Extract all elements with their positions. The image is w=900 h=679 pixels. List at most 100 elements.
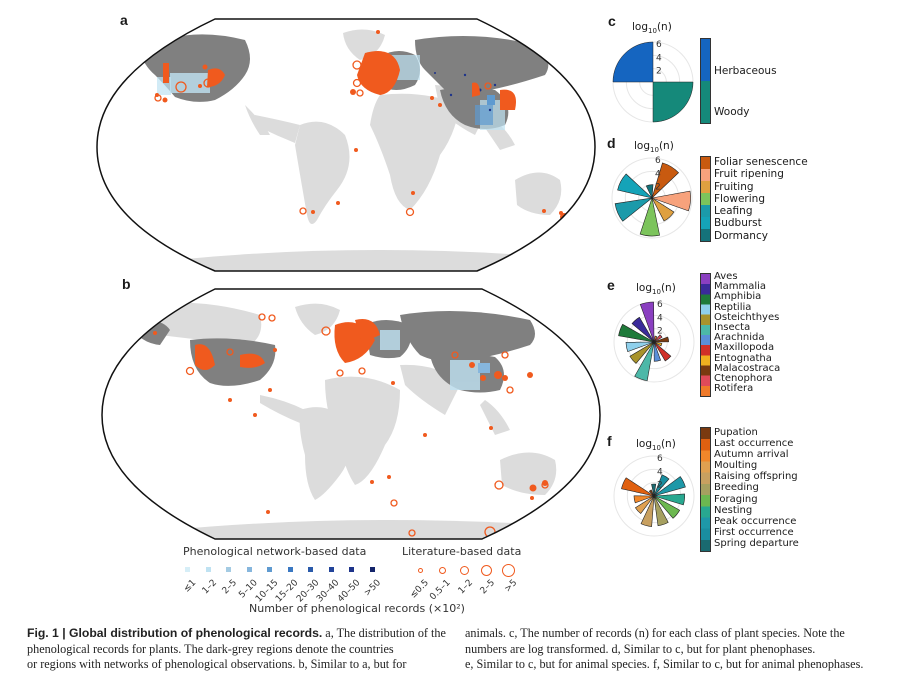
legend-item: Arachnida (714, 332, 765, 344)
caption-column-1: Fig. 1 | Global distribution of phenolog… (27, 626, 446, 671)
network-legend-swatch (369, 567, 375, 572)
legend-item: Foraging (714, 493, 758, 505)
svg-text:4: 4 (655, 169, 661, 179)
literature-legend-circle (480, 564, 492, 576)
network-legend-label: 40–50 (335, 578, 363, 605)
panel-d-axis-label: log10(n) (634, 140, 674, 155)
legend-item: Insecta (714, 322, 751, 334)
network-legend-swatch (349, 567, 354, 572)
svg-text:2: 2 (655, 183, 661, 193)
network-legend-swatch (267, 567, 272, 572)
legend-item: Flowering (714, 192, 765, 205)
rose-bar (653, 336, 669, 343)
rose-bar (621, 477, 655, 497)
legend-item: Leafing (714, 205, 753, 218)
legend-item: Herbaceous (714, 65, 777, 77)
legend-item: Osteichthyes (714, 311, 780, 323)
legend-item: Malacostraca (714, 362, 781, 374)
rose-bar (634, 341, 655, 382)
network-legend-swatch (226, 567, 231, 572)
network-legend-title: Phenological network-based data (183, 545, 367, 558)
network-legend-swatch (246, 567, 252, 572)
network-legend-label: >50 (362, 578, 383, 599)
rose-bar (651, 197, 675, 222)
network-legend-swatch (328, 567, 334, 572)
panel-b-letter: b (122, 276, 131, 292)
network-legend-label: 2–5 (220, 578, 240, 597)
legend-item: Dormancy (714, 229, 768, 242)
legend-item: Last occurrence (714, 438, 794, 450)
legend-item: Autumn arrival (714, 449, 789, 461)
legend-item: Nesting (714, 504, 753, 516)
rose-bar (650, 190, 691, 212)
legend-plant-class: Herbaceous Woody (714, 51, 777, 133)
network-legend-swatch (185, 567, 190, 572)
rose-bar (653, 334, 663, 343)
legend-xlabel: Number of phenological records (×10²) (249, 602, 465, 615)
rose-bar (639, 301, 655, 343)
rose-bar (653, 476, 686, 497)
literature-legend-title: Literature-based data (402, 545, 522, 558)
rose-bar (653, 341, 663, 347)
rose-bar (631, 316, 655, 343)
legend-item: Woody (714, 106, 750, 118)
legend-animal-phenophase: Pupation Last occurrence Autumn arrival Mou… (714, 427, 799, 549)
rose-bar (639, 196, 660, 237)
legend-xlabel-text: Number of phenological records (×10²) (249, 602, 465, 615)
figure-label: Fig. 1 | Global distribution of phenolog… (27, 626, 323, 640)
panel-c-letter: c (608, 13, 616, 29)
literature-legend-circle (417, 567, 423, 573)
network-legend-swatch (287, 567, 293, 572)
rose-bar (645, 184, 654, 200)
legend-item: Fruiting (714, 180, 754, 193)
panel-a-letter: a (120, 12, 128, 28)
legend-item: Spring departure (714, 537, 799, 549)
rose-bar-herbaceous (612, 41, 654, 83)
panel-f-letter: f (607, 433, 612, 449)
rose-bar (653, 341, 662, 362)
rose-bar (648, 489, 655, 497)
rose-bar (653, 495, 681, 519)
svg-text:6: 6 (656, 40, 662, 50)
legend-item: Pupation (714, 427, 758, 438)
rose-bar (653, 495, 669, 527)
rose-bar (640, 495, 655, 527)
rose-chart-plant-phenophase: 2 4 6 (611, 156, 693, 239)
colorbar-animal-species (700, 273, 711, 397)
literature-legend-circle (501, 563, 515, 577)
colorbar-animal-phenophase (700, 427, 711, 552)
rose-bar (651, 162, 679, 199)
svg-text:6: 6 (657, 454, 663, 464)
rose-bar (634, 495, 655, 514)
panel-d-letter: d (607, 135, 616, 151)
network-legend-label: 20–30 (294, 578, 322, 605)
legend-item: Moulting (714, 460, 758, 472)
rose-bar (614, 197, 654, 222)
legend-item: Aves (714, 271, 738, 282)
legend-item: First occurrence (714, 526, 794, 538)
rose-bar (653, 335, 658, 343)
svg-text:2: 2 (656, 67, 662, 77)
literature-legend-label: 0.5–1 (428, 578, 454, 603)
network-legend-label: ≤1 (181, 578, 199, 595)
network-legend-swatch (308, 567, 313, 572)
rose-bar (651, 483, 657, 497)
legend-item: Foliar senescence (714, 156, 808, 168)
literature-legend-circle (438, 566, 446, 574)
panel-f-axis-label: log10(n) (636, 438, 676, 453)
legend-animal-species: Aves Mammalia Amphibia Reptilia Osteichthyes… (714, 271, 781, 394)
rose-chart-animal-species: 2 4 6 (613, 300, 695, 383)
legend-item: Peak occurrence (714, 515, 797, 527)
literature-legend-label: >5 (502, 578, 520, 595)
rose-bar-woody (652, 81, 694, 123)
rose-chart-plant-class: 2 4 6 (612, 40, 694, 123)
legend-item: Ctenophora (714, 373, 773, 385)
literature-legend-label: 1–2 (456, 578, 476, 597)
rose-bar (618, 323, 655, 343)
svg-text:4: 4 (657, 467, 663, 477)
svg-text:2: 2 (657, 481, 663, 491)
legend-plant-phenophase: Foliar senescence Fruit ripening Fruiting F… (714, 156, 808, 242)
colorbar-plant-phenophase (700, 156, 711, 242)
rose-bar (653, 493, 685, 506)
rose-bar (653, 474, 670, 497)
